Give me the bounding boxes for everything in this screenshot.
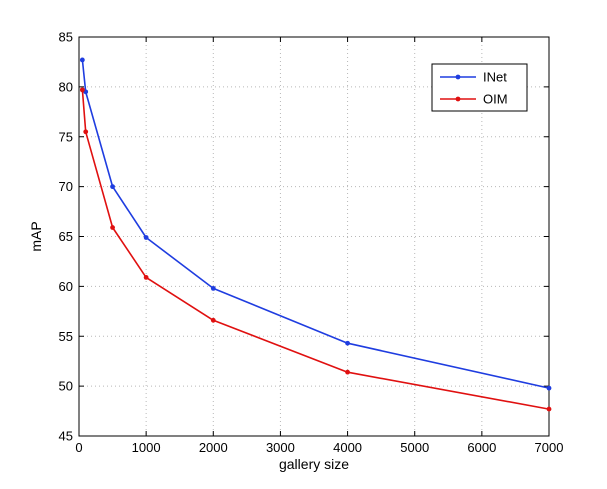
data-point-oim	[83, 129, 89, 135]
y-tick-label: 80	[59, 79, 73, 94]
legend-label-inet: INet	[483, 70, 507, 85]
x-axis-label: gallery size	[279, 456, 349, 472]
y-tick-label: 60	[59, 279, 73, 294]
data-point-oim	[345, 369, 350, 375]
axis-ticks	[78, 36, 550, 437]
x-axis-tick-labels: 0 1000 2000 3000 4000 5000 6000 7000	[75, 440, 563, 455]
data-point-oim	[79, 87, 85, 93]
x-tick-label: 2000	[199, 440, 228, 455]
x-tick-label: 5000	[400, 440, 429, 455]
legend-marker-inet	[455, 74, 461, 80]
data-point-inet	[110, 184, 115, 190]
y-tick-label: 70	[59, 179, 73, 194]
legend: INet OIM	[431, 63, 528, 112]
data-point-oim	[143, 274, 149, 280]
x-tick-label: 1000	[132, 440, 161, 455]
x-tick-label: 0	[75, 440, 82, 455]
data-point-oim	[546, 406, 552, 412]
x-tick-label: 4000	[333, 440, 362, 455]
legend-label-oim: OIM	[483, 92, 508, 107]
data-point-oim	[110, 225, 115, 230]
data-point-oim	[210, 317, 216, 323]
x-tick-label: 3000	[266, 440, 295, 455]
x-tick-label: 6000	[467, 440, 496, 455]
legend-box	[431, 63, 528, 112]
series-layer	[79, 57, 552, 412]
grid-lines	[79, 37, 549, 436]
y-tick-label: 75	[59, 129, 73, 144]
y-tick-label: 65	[59, 229, 73, 244]
data-point-inet	[210, 285, 216, 291]
y-tick-label: 55	[59, 329, 73, 344]
data-point-inet	[143, 235, 149, 240]
x-tick-label: 7000	[535, 440, 564, 455]
y-tick-label: 85	[59, 30, 73, 45]
y-axis-label: mAP	[28, 221, 44, 251]
data-point-inet	[79, 57, 85, 63]
data-point-inet	[345, 340, 350, 346]
y-tick-label: 50	[59, 379, 73, 394]
y-axis-tick-labels: 45 50 55 60 65 70 75 80 85	[59, 30, 73, 444]
y-tick-label: 45	[59, 429, 73, 444]
legend-marker-oim	[455, 96, 461, 102]
data-point-inet	[546, 385, 552, 391]
